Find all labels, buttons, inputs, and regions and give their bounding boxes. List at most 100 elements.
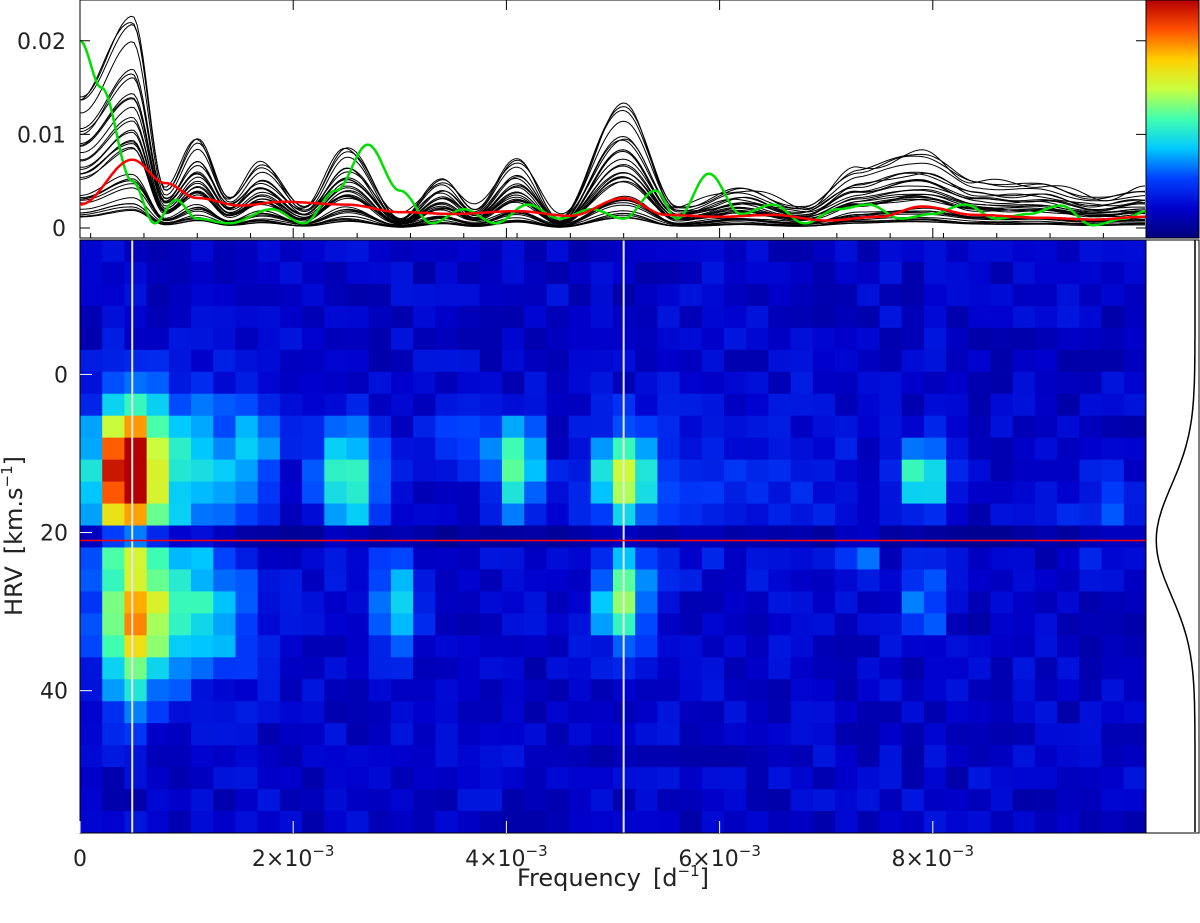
heatmap-panel: 0 20 40 0 2×10−3 4×10−3 6×10−3 8×10−3 [40, 239, 1158, 872]
heatmap-cell [124, 811, 148, 833]
heatmap-cell [279, 503, 303, 527]
heatmap-cell [990, 767, 1014, 790]
heatmap-cell [124, 415, 148, 439]
heatmap-cell [568, 723, 592, 746]
black-series-line [80, 143, 1146, 224]
heatmap-cell [879, 745, 903, 768]
heatmap-cell [501, 547, 525, 571]
heatmap-cell [1123, 327, 1146, 351]
heatmap-cell [1079, 327, 1103, 351]
heatmap-cell [724, 415, 747, 439]
heatmap-cell [457, 569, 481, 592]
heatmap-cell [390, 349, 414, 373]
heatmap-cell [524, 349, 547, 373]
heatmap-cell [679, 415, 703, 439]
heatmap-cell [302, 679, 325, 702]
heatmap-cell [80, 283, 103, 307]
heatmap-cell [324, 811, 348, 833]
heatmap-cell [146, 327, 170, 351]
heatmap-cell [479, 437, 503, 461]
heatmap-cell [235, 503, 259, 527]
heatmap-cell [279, 679, 303, 702]
heatmap-cell [879, 327, 903, 351]
heatmap-cell [1034, 525, 1058, 549]
heatmap-cell [435, 305, 459, 329]
colorbar-gradient [1145, 0, 1200, 239]
heatmap-cell [790, 723, 814, 746]
heatmap-cell [724, 503, 747, 527]
heatmap-cell [457, 261, 481, 285]
heatmap-cell [768, 679, 792, 702]
heatmap-cell [1057, 547, 1080, 571]
heatmap-cell [1057, 591, 1080, 614]
heatmap-cell [168, 240, 192, 263]
heatmap-cell [657, 481, 681, 505]
heatmap-y-tick-label: 20 [40, 522, 68, 547]
heatmap-cell [635, 635, 659, 658]
heatmap-cell [990, 437, 1014, 461]
heatmap-cell [1101, 613, 1125, 636]
heatmap-cell [413, 789, 436, 812]
heatmap-cell [1057, 657, 1080, 680]
heatmap-cell [790, 503, 814, 527]
heatmap-cell [279, 525, 303, 549]
heatmap-cell [102, 767, 126, 790]
heatmap-cell [368, 371, 392, 395]
heatmap-cell [546, 349, 570, 373]
heatmap-cell [146, 723, 170, 746]
heatmap-cell [479, 349, 503, 373]
heatmap-cell [546, 679, 570, 702]
heatmap-cell [923, 657, 947, 680]
heatmap-cell [946, 261, 969, 285]
heatmap-cell [479, 767, 503, 790]
heatmap-cell [124, 349, 148, 373]
heatmap-cell [435, 547, 459, 571]
heatmap-cell [724, 283, 747, 307]
heatmap-cell [857, 701, 881, 724]
heatmap-cell [1057, 349, 1080, 373]
heatmap-cell [479, 481, 503, 505]
heatmap-cell [946, 437, 969, 461]
heatmap-cell [546, 371, 570, 395]
heatmap-cell [812, 613, 836, 636]
heatmap-cell [1012, 481, 1036, 505]
heatmap-cell [790, 305, 814, 329]
heatmap-cell [679, 371, 703, 395]
heatmap-cell [590, 371, 614, 395]
heatmap-cell [835, 613, 858, 636]
heatmap-cell [213, 811, 237, 833]
heatmap-cell [413, 767, 436, 790]
heatmap-cell [346, 657, 370, 680]
heatmap-cell [479, 679, 503, 702]
heatmap-cell [1012, 569, 1036, 592]
heatmap-cell [1057, 811, 1080, 833]
heatmap-cell [1079, 349, 1103, 373]
heatmap-cell [524, 371, 547, 395]
heatmap-cell [501, 261, 525, 285]
heatmap-cell [368, 767, 392, 790]
heatmap-cell [1101, 415, 1125, 439]
heatmap-cell [701, 811, 725, 833]
heatmap-cell [635, 679, 659, 702]
heatmap-cell [1012, 327, 1036, 351]
heatmap-cell [501, 591, 525, 614]
heatmap-cell [524, 327, 547, 351]
heatmap-cell [946, 789, 969, 812]
black-series-line [80, 77, 1146, 222]
heatmap-cell [479, 657, 503, 680]
heatmap-cell [968, 569, 992, 592]
heatmap-cell [835, 679, 858, 702]
heatmap-cell [191, 811, 214, 833]
heatmap-cell [835, 459, 858, 483]
heatmap-cell [413, 811, 436, 833]
heatmap-cell [435, 613, 459, 636]
heatmap-cell [279, 240, 303, 263]
heatmap-cell [279, 305, 303, 329]
heatmap-cell [1057, 745, 1080, 768]
heatmap-cell [746, 305, 770, 329]
heatmap-cell [413, 437, 436, 461]
heatmap-cell [102, 679, 126, 702]
heatmap-cell [80, 547, 103, 571]
heatmap-cell [746, 481, 770, 505]
periodogram-panel: 0 0.01 0.02 [17, 0, 1147, 242]
